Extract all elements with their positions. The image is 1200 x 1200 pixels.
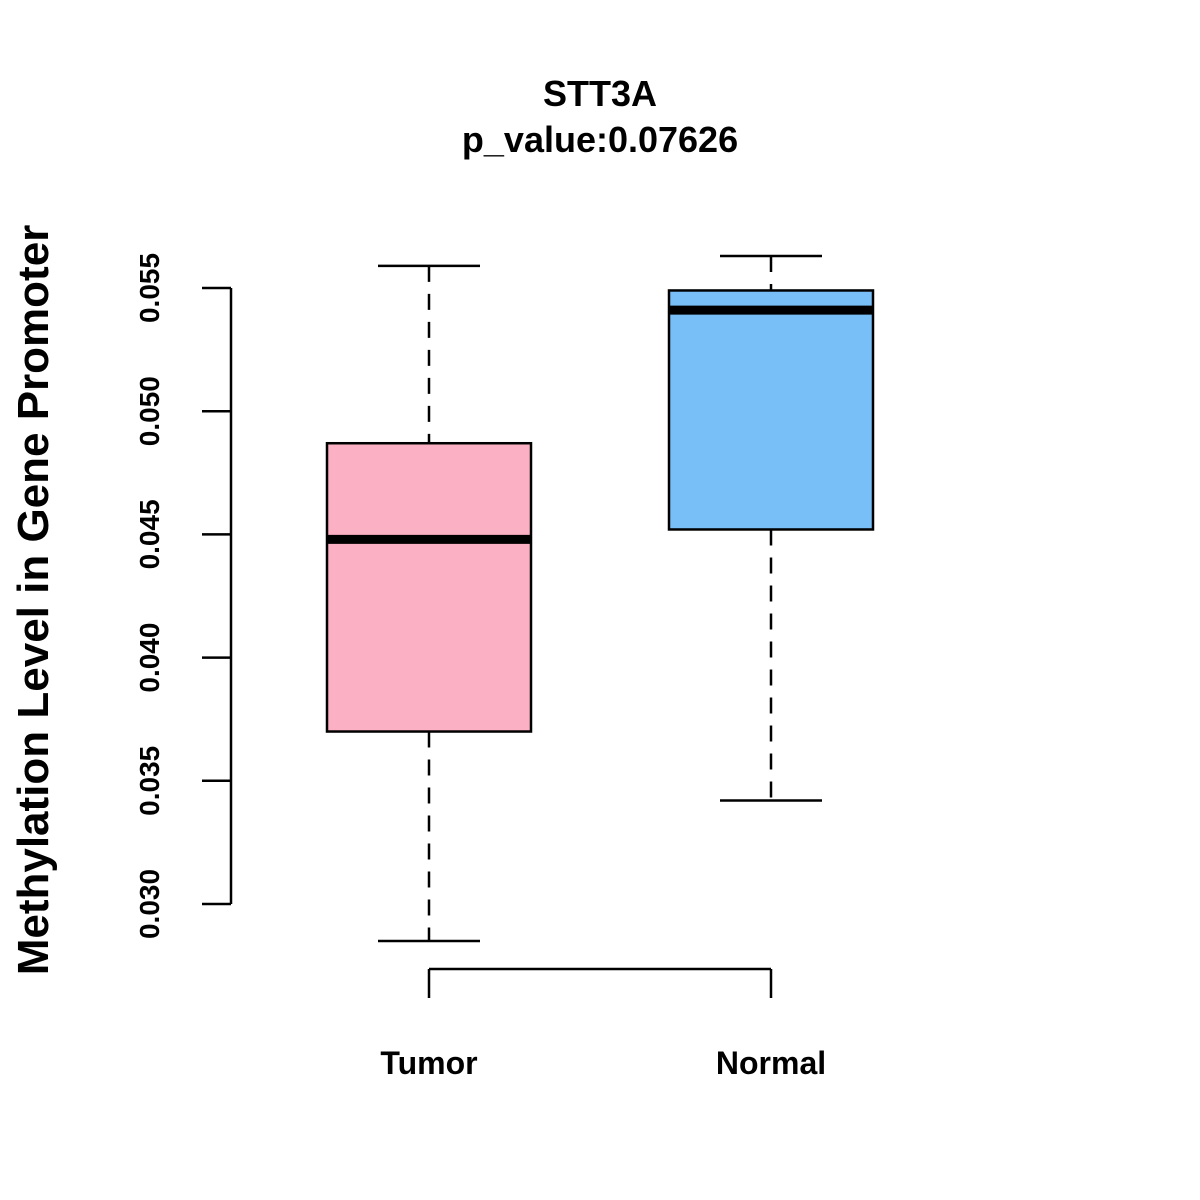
box-iqr [325, 441, 533, 733]
y-axis-label: Methylation Level in Gene Promoter [9, 225, 58, 976]
x-category-label: Normal [716, 1045, 826, 1081]
y-tick-label: 0.040 [134, 623, 165, 693]
y-tick-label: 0.055 [134, 253, 165, 323]
y-tick-label: 0.045 [134, 499, 165, 569]
y-tick-label: 0.030 [134, 869, 165, 939]
x-axis: Tumor Normal [380, 967, 826, 1081]
y-axis: 0.030 0.035 0.040 0.045 0.050 0.055 [134, 253, 233, 939]
box-normal [667, 254, 875, 802]
y-tick-label: 0.050 [134, 376, 165, 446]
chart-title: STT3A [543, 73, 657, 114]
box-iqr [667, 289, 875, 531]
box-tumor [325, 264, 533, 943]
x-category-label: Tumor [380, 1045, 477, 1081]
box-series [325, 254, 875, 943]
y-tick-label: 0.035 [134, 746, 165, 816]
chart-subtitle: p_value:0.07626 [462, 119, 738, 160]
